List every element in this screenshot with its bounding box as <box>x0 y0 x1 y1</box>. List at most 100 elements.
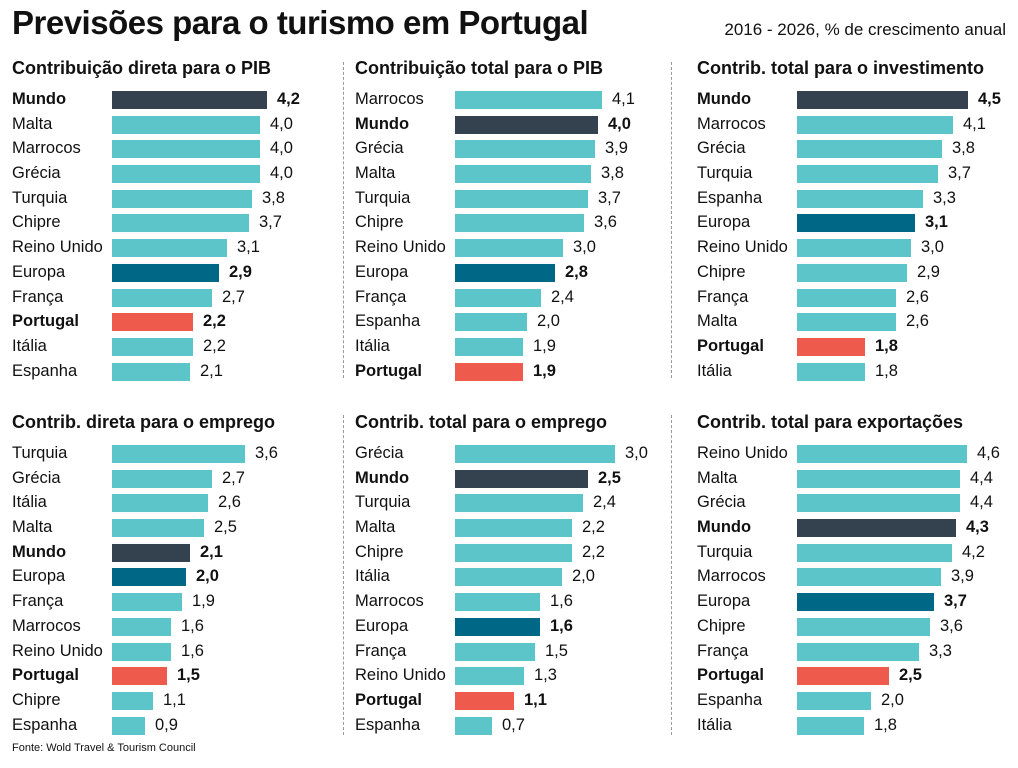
value-label: 3,7 <box>259 213 282 232</box>
bar <box>112 214 249 233</box>
value-label: 4,0 <box>270 139 293 158</box>
bar <box>455 337 523 356</box>
bar <box>112 189 252 208</box>
chart-title: Contribuição total para o PIB <box>355 58 604 78</box>
bar <box>797 617 930 636</box>
bar-row: Reino Unido 3,0 <box>355 236 685 261</box>
bar-row: Turquia 3,7 <box>697 162 1018 187</box>
bar <box>455 494 583 513</box>
bar <box>112 337 193 356</box>
category-label: Mundo <box>697 90 752 108</box>
bar-row: Reino Unido 3,1 <box>12 236 342 261</box>
category-label: Chipre <box>355 542 404 561</box>
bar <box>797 494 960 513</box>
bar-row: Turquia 4,2 <box>697 541 1018 566</box>
bar <box>455 543 572 562</box>
value-label: 4,0 <box>270 164 293 183</box>
value-label: 3,9 <box>951 567 974 586</box>
category-label: Itália <box>355 336 390 355</box>
category-label: Marrocos <box>12 139 81 158</box>
bar <box>455 469 588 488</box>
bar-row: Marrocos 1,6 <box>12 615 342 640</box>
category-label: Turquia <box>12 444 68 462</box>
chart-title: Contribuição direta para o PIB <box>12 58 272 78</box>
category-label: Malta <box>355 518 396 537</box>
category-label: Grécia <box>697 139 746 158</box>
bar <box>455 593 540 612</box>
value-label: 1,8 <box>874 715 897 734</box>
category-label: Marrocos <box>697 114 766 133</box>
source-note: Fonte: Wold Travel & Tourism Council <box>12 742 196 754</box>
value-label: 2,7 <box>222 468 245 487</box>
category-label: Turquia <box>697 542 753 561</box>
bar-row: Grécia 2,7 <box>12 467 342 492</box>
value-label: 2,2 <box>582 518 605 537</box>
bar-row: Turquia 3,8 <box>12 187 342 212</box>
category-label: Chipre <box>355 213 404 232</box>
bar-row: Portugal 1,9 <box>355 360 685 385</box>
value-label: 3,8 <box>601 164 624 183</box>
bar <box>797 313 896 332</box>
value-label: 1,5 <box>545 641 568 660</box>
value-label: 0,9 <box>155 715 178 734</box>
bar <box>112 667 167 686</box>
value-label: 3,0 <box>625 444 648 462</box>
bar <box>797 239 911 258</box>
bar-row: Espanha 0,7 <box>355 714 685 739</box>
chart-title: Contrib. direta para o emprego <box>12 412 276 432</box>
category-label: Reino Unido <box>12 641 103 660</box>
value-label: 2,7 <box>222 287 245 306</box>
bar-row: Espanha 3,3 <box>697 187 1018 212</box>
category-label: Mundo <box>697 518 752 537</box>
category-label: Marrocos <box>697 567 766 586</box>
category-label: França <box>12 592 64 611</box>
value-label: 2,0 <box>881 690 904 709</box>
bar <box>797 568 941 587</box>
bar <box>797 691 871 710</box>
value-label: 4,4 <box>970 493 993 512</box>
bar-row: Grécia 4,4 <box>697 491 1018 516</box>
value-label: 3,0 <box>573 238 596 257</box>
bar-row: Portugal 1,1 <box>355 689 685 714</box>
category-label: Mundo <box>12 542 67 561</box>
value-label: 4,0 <box>608 114 631 133</box>
bar <box>112 494 208 513</box>
bar-row: Itália 2,6 <box>12 491 342 516</box>
category-label: Itália <box>355 567 390 586</box>
category-label: Mundo <box>355 114 410 133</box>
bar <box>455 568 562 587</box>
value-label: 1,9 <box>533 336 556 355</box>
value-label: 1,3 <box>534 666 557 685</box>
category-label: Europa <box>697 213 751 232</box>
column-separator <box>343 415 344 735</box>
bar-row: Europa 3,1 <box>697 211 1018 236</box>
bar <box>112 716 145 735</box>
value-label: 0,7 <box>502 715 525 734</box>
bar-row: Espanha 2,1 <box>12 360 342 385</box>
bar <box>455 263 555 282</box>
value-label: 2,6 <box>906 312 929 331</box>
category-label: Chipre <box>697 262 746 281</box>
bar <box>797 667 889 686</box>
value-label: 1,1 <box>163 690 186 709</box>
value-label: 4,2 <box>277 90 300 108</box>
bar <box>112 263 219 282</box>
bar <box>797 716 864 735</box>
bar-row: Malta 3,8 <box>355 162 685 187</box>
chart-panel: Contrib. total para o investimento Mundo 4… <box>697 58 1018 388</box>
bar <box>797 519 956 538</box>
bar-row: França 2,7 <box>12 286 342 311</box>
category-label: França <box>12 287 64 306</box>
bar <box>797 445 967 463</box>
value-label: 3,9 <box>605 139 628 158</box>
value-label: 2,9 <box>917 262 940 281</box>
category-label: Espanha <box>12 361 78 380</box>
bar-row: Portugal 2,2 <box>12 310 342 335</box>
chart-panel: Contrib. direta para o emprego Turquia 3,6… <box>12 412 342 742</box>
bar-row: Portugal 2,5 <box>697 664 1018 689</box>
value-label: 3,3 <box>929 641 952 660</box>
column-separator <box>671 415 672 735</box>
value-label: 3,7 <box>944 592 967 611</box>
category-label: Chipre <box>12 690 61 709</box>
bar <box>455 288 541 307</box>
